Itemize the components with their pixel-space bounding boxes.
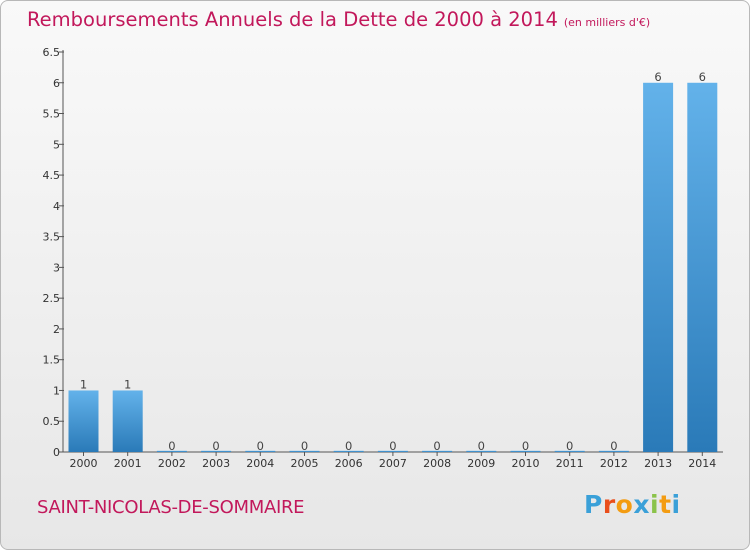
y-tick-label: 2 bbox=[53, 323, 60, 336]
data-label: 1 bbox=[124, 377, 131, 391]
bar bbox=[466, 450, 497, 452]
logo-letter: o bbox=[615, 490, 634, 519]
x-tick-label: 2009 bbox=[467, 457, 495, 470]
logo-letter: i bbox=[671, 490, 681, 519]
bar bbox=[112, 390, 143, 452]
bar bbox=[687, 82, 718, 453]
x-tick-label: 2008 bbox=[423, 457, 451, 470]
x-tick-label: 2010 bbox=[512, 457, 540, 470]
y-tick-label: 4 bbox=[53, 200, 60, 213]
x-tick-label: 2012 bbox=[600, 457, 628, 470]
logo-letter: i bbox=[650, 490, 660, 519]
logo-letter: P bbox=[584, 490, 603, 519]
bar bbox=[377, 450, 408, 452]
data-label: 0 bbox=[301, 439, 308, 453]
data-label: 0 bbox=[433, 439, 440, 453]
x-tick-label: 2003 bbox=[202, 457, 230, 470]
y-tick-label: 6 bbox=[53, 77, 60, 90]
data-label: 0 bbox=[168, 439, 175, 453]
y-tick-label: 4.5 bbox=[43, 169, 61, 182]
bar bbox=[643, 82, 674, 453]
proxiti-logo: Proxiti bbox=[584, 490, 681, 519]
bar bbox=[554, 450, 585, 452]
logo-letter: r bbox=[602, 490, 616, 519]
bar bbox=[201, 450, 232, 452]
chart-labels: 2000 1 2001 1 2002 0 2003 0 2004 0 2005 0 2006 0 2007 0… bbox=[70, 70, 717, 470]
y-tick-label: 6.5 bbox=[43, 46, 61, 59]
bar bbox=[333, 450, 364, 452]
logo-letter: x bbox=[633, 490, 650, 519]
bar bbox=[510, 450, 541, 452]
logo-letter: t bbox=[659, 490, 672, 519]
data-label: 1 bbox=[80, 377, 87, 391]
chart-units: (en milliers d'€) bbox=[563, 16, 651, 29]
data-label: 0 bbox=[212, 439, 219, 453]
data-label: 0 bbox=[389, 439, 396, 453]
data-label: 0 bbox=[566, 439, 573, 453]
bar bbox=[156, 450, 187, 452]
x-tick-label: 2002 bbox=[158, 457, 186, 470]
y-tick-label: 5.5 bbox=[43, 108, 61, 121]
chart-bars bbox=[68, 82, 718, 453]
chart-title-text: Remboursements Annuels de la Dette de 20… bbox=[27, 8, 558, 31]
bar bbox=[68, 390, 99, 452]
x-tick-label: 2014 bbox=[688, 457, 716, 470]
x-tick-label: 2007 bbox=[379, 457, 407, 470]
y-tick-label: 1.5 bbox=[43, 354, 61, 367]
data-label: 6 bbox=[699, 70, 706, 84]
x-tick-label: 2000 bbox=[70, 457, 98, 470]
x-tick-label: 2006 bbox=[335, 457, 363, 470]
bar bbox=[289, 450, 320, 452]
y-tick-label: 3 bbox=[53, 261, 60, 274]
y-tick-label: 3.5 bbox=[43, 231, 61, 244]
y-tick-label: 0 bbox=[53, 446, 60, 459]
y-tick-label: 1 bbox=[53, 384, 60, 397]
bar bbox=[598, 450, 629, 452]
bar bbox=[422, 450, 453, 452]
data-label: 0 bbox=[478, 439, 485, 453]
x-tick-label: 2004 bbox=[246, 457, 274, 470]
data-label: 6 bbox=[654, 70, 661, 84]
x-tick-label: 2005 bbox=[291, 457, 319, 470]
y-tick-label: 0.5 bbox=[43, 415, 61, 428]
data-label: 0 bbox=[345, 439, 352, 453]
x-tick-label: 2011 bbox=[556, 457, 584, 470]
commune-name: SAINT-NICOLAS-DE-SOMMAIRE bbox=[37, 497, 305, 518]
y-tick-label: 5 bbox=[53, 138, 60, 151]
x-tick-label: 2013 bbox=[644, 457, 672, 470]
y-tick-label: 2.5 bbox=[43, 292, 61, 305]
data-label: 0 bbox=[522, 439, 529, 453]
bar bbox=[245, 450, 276, 452]
data-label: 0 bbox=[610, 439, 617, 453]
data-label: 0 bbox=[257, 439, 264, 453]
chart-axes: 0 0.5 1 1.5 2 2.5 3 3.5 4 4.5 5 5.5 6 6.5 bbox=[43, 46, 723, 459]
chart-title: Remboursements Annuels de la Dette de 20… bbox=[27, 8, 650, 31]
x-tick-label: 2001 bbox=[114, 457, 142, 470]
